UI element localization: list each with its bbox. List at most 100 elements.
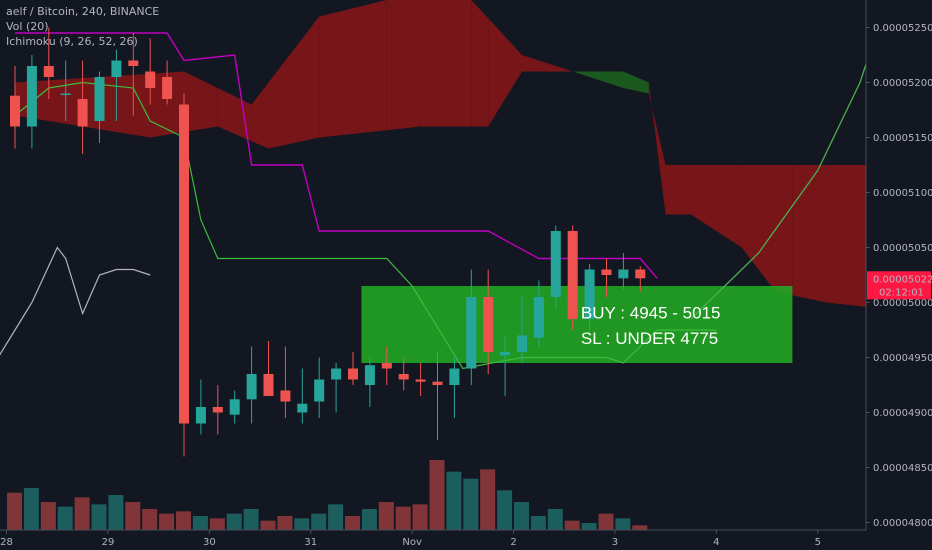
candle-body	[43, 66, 54, 77]
price-tick-label: 0.00004900	[873, 408, 932, 419]
volume-bar	[142, 509, 158, 530]
price-tick-label: 0.00005100	[873, 188, 932, 199]
volume-bar	[226, 513, 242, 530]
price-tick-label: 0.00005050	[873, 243, 932, 254]
volume-bar	[57, 506, 73, 530]
candle-body	[567, 231, 578, 319]
volume-bar	[23, 488, 39, 530]
candle-body	[449, 368, 460, 385]
volume-bar	[632, 525, 648, 530]
candle-body	[162, 77, 173, 99]
volume-bar	[480, 469, 496, 530]
price-tick-label: 0.00004800	[873, 518, 932, 529]
volume-bar	[463, 478, 479, 530]
cloud-segment	[555, 66, 573, 72]
volume-bar	[395, 506, 411, 530]
cloud-segment	[251, 82, 269, 149]
candle-body	[280, 390, 291, 402]
time-tick-label: 4	[713, 537, 719, 548]
price-tick-label: 0.00005250	[873, 23, 932, 34]
volume-bar	[361, 509, 377, 530]
volume-bar	[564, 520, 580, 530]
candle-countdown-label: 02:12:01	[879, 287, 924, 298]
current-price-tag-box	[867, 271, 931, 300]
ichimoku-indicator-label: Ichimoku (9, 26, 52, 26)	[6, 35, 138, 48]
volume-bar	[91, 504, 107, 530]
cloud-segment	[691, 165, 742, 248]
volume-bar	[125, 502, 141, 530]
candle-body	[128, 60, 139, 66]
volume-bar	[345, 516, 360, 530]
cloud-segment	[572, 71, 624, 88]
candle-body	[77, 99, 88, 127]
volume-bar	[243, 509, 259, 530]
time-tick-label: 28	[0, 537, 13, 548]
cloud-segment	[386, 0, 421, 131]
cloud-segment	[217, 88, 252, 142]
volume-bar	[7, 492, 22, 530]
candle-body	[364, 365, 375, 385]
price-tick-label: 0.00005000	[873, 298, 932, 309]
cloud-segment	[184, 71, 218, 132]
candle-body	[500, 352, 511, 356]
candle-body	[348, 368, 358, 380]
cloud-segment	[665, 165, 691, 215]
volume-bar	[260, 520, 276, 530]
cloud-segment	[319, 0, 387, 138]
candle-body	[60, 93, 71, 95]
cloud-segment	[522, 55, 556, 72]
cloud-segment	[268, 16, 320, 149]
volume-bar	[581, 523, 597, 530]
volume-bar	[497, 490, 513, 530]
time-tick-label: 31	[304, 537, 317, 548]
volume-bar	[514, 502, 529, 530]
time-tick-label: 3	[612, 537, 618, 548]
volume-bars	[7, 460, 648, 530]
symbol-title: aelf / Bitcoin, 240, BINANCE	[6, 5, 160, 18]
volume-bar	[159, 513, 175, 530]
buy-zone-annotation: BUY : 4945 - 5015 SL : UNDER 4775	[581, 303, 721, 347]
buy-range-label: BUY : 4945 - 5015	[581, 303, 721, 322]
volume-bar	[378, 502, 394, 530]
volume-indicator-label: Vol (20)	[6, 20, 49, 33]
chart-legend: aelf / Bitcoin, 240, BINANCE Vol (20) Ic…	[6, 4, 159, 49]
candle-body	[415, 379, 426, 382]
cloud-segment	[741, 165, 776, 292]
cloud-segment	[775, 165, 793, 296]
price-tick-label: 0.00004850	[873, 463, 932, 474]
volume-bar	[176, 511, 191, 530]
candle-body	[550, 231, 561, 297]
candle-body	[246, 374, 257, 400]
cloud-segment	[488, 18, 522, 127]
volume-bar	[530, 516, 546, 530]
time-tick-label: 2	[510, 537, 516, 548]
candle-body	[212, 407, 223, 413]
ichimoku-cloud	[15, 0, 928, 308]
volume-bar	[74, 497, 90, 530]
volume-bar	[40, 502, 56, 530]
volume-bar	[615, 518, 631, 530]
volume-bar	[277, 516, 293, 530]
cloud-segment	[648, 82, 666, 215]
current-price-label: 0.00005022	[873, 274, 932, 285]
candle-body	[381, 363, 392, 369]
time-axis-panel	[0, 530, 932, 550]
cloud-segment	[623, 71, 649, 94]
stop-loss-label: SL : UNDER 4775	[581, 329, 718, 348]
volume-bar	[209, 518, 225, 530]
candle-body	[195, 407, 206, 424]
volume-bar	[429, 460, 445, 530]
volume-bar	[412, 504, 428, 530]
candle-body	[584, 269, 595, 319]
candle-body	[111, 60, 122, 77]
volume-bar	[108, 495, 124, 530]
candle-body	[314, 379, 325, 402]
volume-bar	[294, 518, 310, 530]
chikou-span-line	[0, 246, 151, 356]
volume-bar	[311, 513, 327, 530]
price-tick-label: 0.00005200	[873, 78, 932, 89]
candle-body	[94, 77, 105, 121]
candle-body	[145, 71, 156, 88]
price-tick-label: 0.00004950	[873, 353, 932, 364]
